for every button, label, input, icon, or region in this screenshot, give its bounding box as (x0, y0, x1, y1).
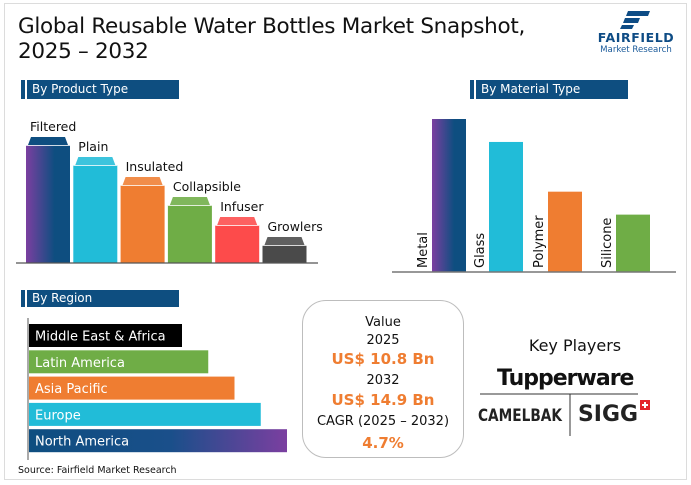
material-label: Silicone (600, 218, 615, 268)
bar-body (262, 245, 307, 263)
section-header-region: By Region (21, 290, 179, 307)
bar-body (489, 141, 523, 272)
bar-body (432, 119, 466, 272)
year-2025-label: 2025 (366, 333, 400, 348)
bar-body (29, 429, 287, 453)
bar-cap (217, 217, 258, 225)
title-line-1: Global Reusable Water Bottles Market Sna… (18, 14, 525, 39)
material-bar-glass: Glass (473, 141, 523, 272)
bar-body (616, 214, 650, 272)
product-label: Insulated (126, 159, 184, 174)
region-bar: Latin America (29, 350, 209, 374)
region-label: Europe (35, 408, 81, 423)
product-label: Growlers (268, 219, 323, 234)
bar-body (120, 185, 165, 263)
bar-body (167, 205, 212, 263)
bar-cap (169, 197, 210, 205)
section-header-material: By Material Type (470, 80, 628, 99)
tupperware-logo: Tupperware (497, 366, 634, 391)
bar-body (215, 225, 260, 263)
value-2032: US$ 14.9 Bn (331, 391, 435, 409)
product-label: Plain (78, 139, 108, 154)
market-value-card: Value 2025 US$ 10.8 Bn 2032 US$ 14.9 Bn … (302, 300, 464, 458)
product-bar-filtered: Filtered (26, 119, 76, 263)
product-bar-plain: Plain (73, 139, 118, 263)
section-header-product: By Product Type (21, 80, 179, 99)
year-2032-label: 2032 (366, 373, 400, 388)
material-label: Metal (416, 232, 431, 268)
value-2025: US$ 10.8 Bn (331, 350, 435, 368)
fairfield-logo: FAIRFIELD Market Research (588, 8, 684, 60)
product-label: Filtered (30, 119, 76, 134)
bar-body (73, 165, 118, 263)
product-bar-infuser: Infuser (215, 199, 264, 263)
section-label: By Region (32, 291, 93, 305)
material-type-chart: Metal Glass Polymer Silicone (392, 119, 676, 273)
region-label: Middle East & Africa (35, 330, 166, 345)
sigg-logo: SIGG (578, 402, 638, 427)
material-bar-metal: Metal (416, 119, 466, 272)
bar-body (29, 324, 182, 347)
bar-body (26, 145, 70, 263)
fairfield-logo-icon (620, 11, 650, 29)
material-label: Glass (473, 233, 488, 268)
key-players-title: Key Players (528, 336, 622, 355)
page-title: Global Reusable Water Bottles Market Sna… (18, 14, 525, 64)
product-bar-collapsible: Collapsible (167, 179, 241, 263)
snapshot-frame (4, 3, 687, 480)
product-bar-growlers: Growlers (262, 219, 323, 263)
source-note: Source: Fairfield Market Research (18, 465, 177, 476)
logo-brand: FAIRFIELD (597, 30, 675, 45)
region-bar: North America (29, 429, 287, 453)
cagr-value: 4.7% (362, 434, 404, 452)
product-label: Collapsible (173, 179, 241, 194)
bar-cap (28, 137, 68, 145)
section-label: By Material Type (481, 82, 581, 96)
value-label: Value (365, 315, 401, 330)
material-bar-polymer: Polymer (532, 191, 582, 272)
bar-body (29, 350, 209, 374)
key-players-logos: Tupperware CAMELBAK SIGG (478, 366, 650, 436)
section-label: By Product Type (32, 82, 129, 96)
camelbak-logo: CAMELBAK (478, 406, 563, 426)
bar-cap (264, 237, 305, 245)
bar-body (29, 376, 235, 400)
region-label: Asia Pacific (35, 382, 108, 397)
region-label: North America (35, 435, 129, 450)
region-chart: Middle East & Africa Latin America Asia Pa… (27, 318, 287, 460)
bar-cap (122, 177, 163, 185)
cagr-label: CAGR (2025 – 2032) (316, 414, 450, 429)
product-bar-insulated: Insulated (120, 159, 184, 263)
swiss-cross-icon (640, 400, 650, 410)
product-label: Infuser (220, 199, 264, 214)
title-line-2: 2025 – 2032 (18, 39, 149, 64)
bar-body (548, 191, 582, 272)
region-bar: Middle East & Africa (29, 324, 182, 347)
region-bar: Asia Pacific (29, 376, 235, 400)
region-bar: Europe (29, 402, 261, 426)
bar-cap (75, 157, 116, 165)
material-bar-silicone: Silicone (600, 214, 650, 272)
material-label: Polymer (532, 215, 547, 268)
region-label: Latin America (35, 356, 125, 371)
logo-subtitle: Market Research (600, 45, 672, 55)
bar-body (29, 402, 261, 426)
